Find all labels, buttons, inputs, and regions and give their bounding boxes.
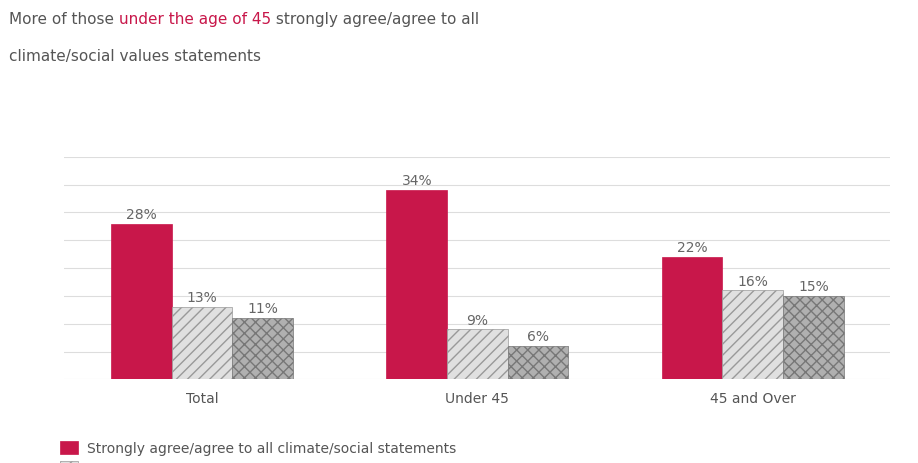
Text: under the age of 45: under the age of 45 — [119, 12, 271, 26]
Text: 16%: 16% — [737, 274, 768, 288]
Bar — [508, 346, 568, 380]
Bar — [722, 291, 783, 380]
Bar — [447, 330, 508, 380]
Text: 22%: 22% — [677, 241, 708, 255]
Text: 13%: 13% — [186, 291, 218, 305]
Text: 28%: 28% — [126, 207, 157, 221]
Text: strongly agree/agree to all: strongly agree/agree to all — [271, 12, 479, 26]
Text: 6%: 6% — [527, 330, 549, 344]
Text: 15%: 15% — [798, 280, 829, 294]
Bar — [232, 319, 293, 380]
Text: 11%: 11% — [247, 302, 278, 316]
Bar — [783, 296, 844, 380]
Bar — [111, 224, 172, 380]
Text: 9%: 9% — [466, 313, 488, 327]
Bar — [172, 307, 232, 380]
Bar — [662, 257, 722, 380]
Text: 34%: 34% — [401, 174, 432, 188]
Text: climate/social values statements: climate/social values statements — [9, 49, 262, 63]
Bar — [386, 191, 447, 380]
Legend: Strongly agree/agree to all climate/social statements, Neutral on all climate/so: Strongly agree/agree to all climate/soci… — [55, 436, 501, 463]
Text: More of those: More of those — [9, 12, 119, 26]
